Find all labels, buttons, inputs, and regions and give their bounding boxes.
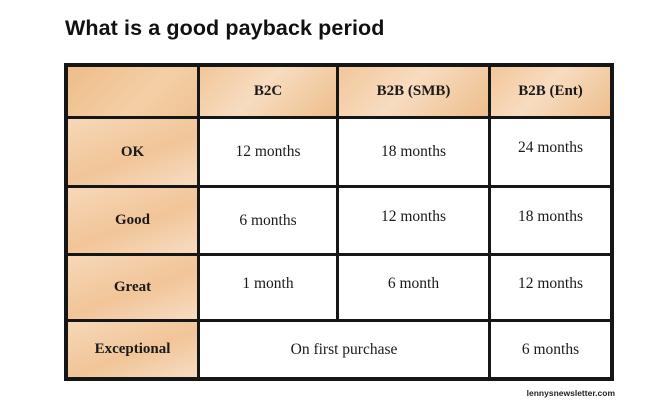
table-cell: 6 month — [339, 256, 488, 319]
table-cell-merged: On first purchase — [200, 322, 488, 377]
payback-table: B2C B2B (SMB) B2B (Ent) OK 12 months 18 … — [64, 63, 614, 381]
table-cell: 18 months — [339, 119, 488, 185]
column-header-b2b-smb: B2B (SMB) — [339, 67, 488, 116]
table-cell: 6 months — [200, 188, 336, 253]
table-cell: 1 month — [200, 256, 336, 319]
source-credit: lennysnewsletter.com — [526, 388, 615, 398]
table-cell: 6 months — [491, 322, 610, 377]
table-cell: 12 months — [200, 119, 336, 185]
page-title: What is a good payback period — [65, 16, 385, 40]
row-header-great: Great — [68, 256, 197, 319]
table-corner — [68, 67, 197, 116]
column-header-b2c: B2C — [200, 67, 336, 116]
column-header-b2b-ent: B2B (Ent) — [491, 67, 610, 116]
row-header-good: Good — [68, 188, 197, 253]
table-cell: 24 months — [491, 119, 610, 185]
table-cell: 12 months — [491, 256, 610, 319]
row-header-ok: OK — [68, 119, 197, 185]
table-cell: 18 months — [491, 188, 610, 253]
row-header-exceptional: Exceptional — [68, 322, 197, 377]
table-cell: 12 months — [339, 188, 488, 253]
